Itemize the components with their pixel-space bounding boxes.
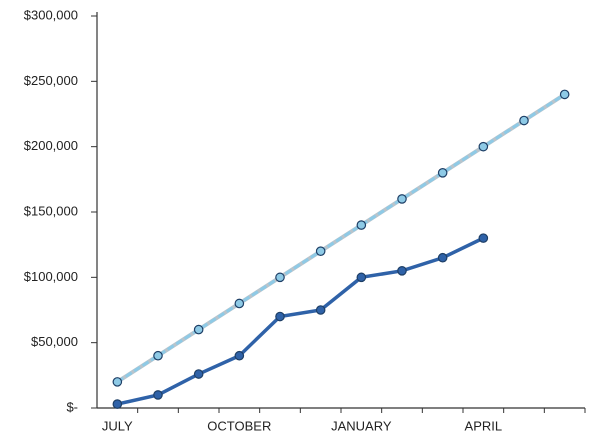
point [437,252,448,263]
point [275,311,285,322]
point [356,272,367,283]
point [153,350,163,361]
point [112,399,123,409]
point [193,369,204,379]
y-tick-label: $100,000 [24,269,78,284]
point [519,115,529,126]
point [397,265,407,276]
series-line [116,236,485,406]
x-tick-label: APRIL [465,418,503,433]
x-tick-label: JANUARY [331,418,392,433]
point [112,377,123,387]
point [193,324,204,335]
y-tick-label: $300,000 [24,7,78,22]
point [315,305,326,315]
point [315,246,326,256]
x-tick-label: OCTOBER [207,418,271,433]
point [478,141,489,152]
y-tick-label: $150,000 [24,203,78,218]
point [478,233,489,243]
y-tick-label: $50,000 [31,334,78,349]
point [275,272,285,283]
y-tick-label: $200,000 [24,138,78,153]
point [356,220,367,230]
point [559,89,570,100]
point [437,168,448,178]
y-tick-label: $250,000 [24,73,78,88]
point [234,298,245,309]
x-tick-label: JULY [102,418,133,433]
point [234,350,245,361]
y-tick-label: $- [66,399,78,414]
point [153,390,163,400]
point [397,194,407,204]
series-line [116,93,566,384]
